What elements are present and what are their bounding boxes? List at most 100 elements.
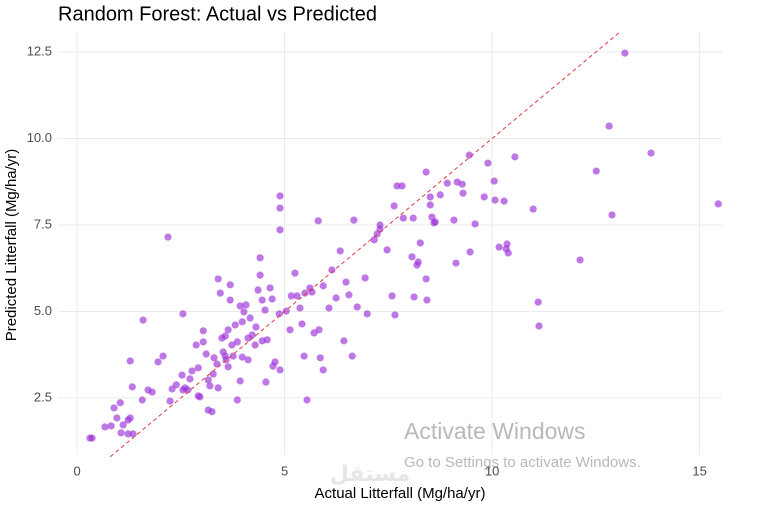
point [236,302,244,310]
point [500,197,508,205]
point [107,422,115,430]
point [370,236,378,244]
point [376,221,384,229]
point [393,182,401,190]
point [296,304,304,312]
watermark-subtitle: Go to Settings to activate Windows. [404,454,641,471]
point [254,286,262,294]
point [342,278,350,286]
point [303,396,311,404]
point [210,354,218,362]
reference-line [109,32,619,458]
point [495,243,503,251]
point [229,352,237,360]
point [422,275,430,283]
point [319,282,327,290]
point [246,314,254,322]
point [276,226,284,234]
point [216,289,224,297]
point [224,363,232,371]
point [251,341,259,349]
point [608,211,616,219]
point [714,200,722,208]
point [86,434,94,442]
point [221,332,229,340]
point [503,240,511,248]
point [308,288,316,296]
y-tick-label: 12.5 [27,43,52,58]
point [179,310,187,318]
point [535,322,543,330]
point [148,388,156,396]
point [233,396,241,404]
point [266,284,274,292]
point [452,259,460,267]
point [126,414,134,422]
point [426,193,434,201]
point [139,316,147,324]
point [206,382,214,390]
point [199,338,207,346]
point [319,366,327,374]
point [194,364,202,372]
y-tick-label: 7.5 [34,216,52,231]
point [490,177,498,185]
point [238,353,246,361]
point [128,383,136,391]
point [293,292,301,300]
point [214,275,222,283]
point [119,421,127,429]
point [238,318,246,326]
point [224,326,232,334]
point [316,354,324,362]
point [248,331,256,339]
point [286,326,294,334]
point [275,310,283,318]
point [202,350,210,358]
point [256,254,264,262]
point [332,294,340,302]
point [276,204,284,212]
point [409,214,417,222]
point [117,429,125,437]
point [116,399,124,407]
watermark-logo: مستقل [330,461,410,486]
point [181,384,189,392]
point [204,376,212,384]
marks [86,32,722,458]
point [138,396,146,404]
y-tick-label: 5.0 [34,303,52,318]
grid [58,32,722,455]
point [159,352,167,360]
point [465,151,473,159]
point [129,430,137,438]
point [459,189,467,197]
point [408,253,416,261]
x-tick-label: 5 [281,463,288,478]
point [244,356,252,364]
point [353,303,361,311]
point [491,196,499,204]
point [350,216,358,224]
point [154,358,162,366]
point [315,326,323,334]
point [287,292,295,300]
point [113,414,121,422]
point [242,301,250,309]
point [410,293,418,301]
point [398,182,406,190]
point [576,256,584,264]
point [233,338,241,346]
point [436,191,444,199]
chart-title: Random Forest: Actual vs Predicted [58,3,377,25]
y-tick-label: 10.0 [27,130,52,145]
point [328,266,336,274]
point [426,201,434,209]
point [124,430,132,438]
point [186,375,194,383]
point [399,214,407,222]
point [300,352,308,360]
